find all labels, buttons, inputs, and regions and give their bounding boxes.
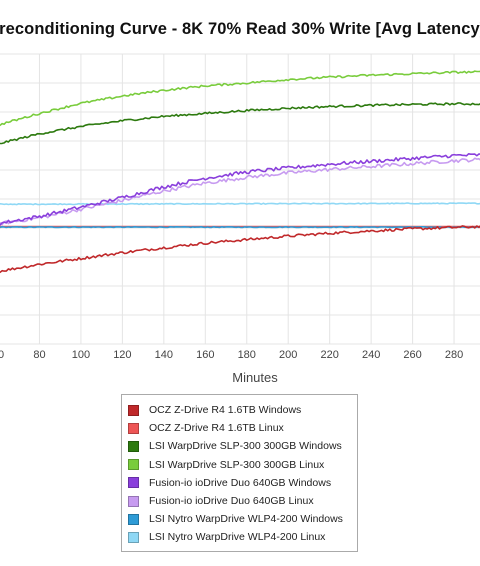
legend: OCZ Z-Drive R4 1.6TB Windows OCZ Z-Drive … bbox=[121, 394, 358, 552]
legend-swatch bbox=[128, 495, 139, 507]
x-tick-label: 80 bbox=[33, 349, 45, 361]
x-tick-label: 280 bbox=[445, 349, 463, 361]
legend-item[interactable]: LSI WarpDrive SLP-300 300GB Windows bbox=[122, 437, 357, 455]
x-tick-label: 260 bbox=[403, 349, 421, 361]
x-tick-label: 140 bbox=[155, 349, 173, 361]
x-tick-label: 180 bbox=[238, 349, 256, 361]
legend-item[interactable]: Fusion-io ioDrive Duo 640GB Linux bbox=[122, 492, 357, 510]
grid-lines bbox=[0, 53, 480, 345]
series-line bbox=[0, 70, 480, 127]
legend-item[interactable]: LSI WarpDrive SLP-300 300GB Linux bbox=[122, 456, 357, 474]
legend-swatch bbox=[128, 513, 139, 525]
legend-label: LSI Nytro WarpDrive WLP4-200 Windows bbox=[149, 513, 343, 526]
legend-swatch bbox=[128, 404, 139, 416]
series-lines bbox=[0, 70, 480, 274]
series-line bbox=[0, 102, 480, 145]
legend-label: LSI WarpDrive SLP-300 300GB Windows bbox=[149, 440, 342, 453]
x-tick-label: 240 bbox=[362, 349, 380, 361]
x-tick-label: 100 bbox=[72, 349, 90, 361]
legend-label: LSI WarpDrive SLP-300 300GB Linux bbox=[149, 458, 325, 471]
x-tick-label: 60 bbox=[0, 349, 4, 361]
legend-label: OCZ Z-Drive R4 1.6TB Linux bbox=[149, 422, 284, 435]
legend-label: OCZ Z-Drive R4 1.6TB Windows bbox=[149, 404, 302, 417]
series-line bbox=[0, 225, 480, 274]
legend-item[interactable]: Fusion-io ioDrive Duo 640GB Windows bbox=[122, 474, 357, 492]
x-tick-labels: 60 80 100 120 140 160 180 200 220 240 260 280 bbox=[0, 349, 463, 361]
series-line bbox=[0, 226, 480, 229]
x-tick-label: 200 bbox=[279, 349, 297, 361]
legend-swatch bbox=[128, 422, 139, 434]
series-line bbox=[0, 153, 480, 226]
chart-title: Preconditioning Curve - 8K 70% Read 30% … bbox=[0, 20, 480, 38]
series-line bbox=[0, 202, 480, 206]
x-tick-label: 160 bbox=[196, 349, 214, 361]
x-tick-label: 120 bbox=[113, 349, 131, 361]
legend-label: Fusion-io ioDrive Duo 640GB Linux bbox=[149, 495, 314, 508]
legend-swatch bbox=[128, 459, 139, 471]
legend-item[interactable]: LSI Nytro WarpDrive WLP4-200 Windows bbox=[122, 510, 357, 528]
x-tick-label: 220 bbox=[320, 349, 338, 361]
legend-item[interactable]: OCZ Z-Drive R4 1.6TB Linux bbox=[122, 419, 357, 437]
legend-swatch bbox=[128, 531, 139, 543]
legend-label: LSI Nytro WarpDrive WLP4-200 Linux bbox=[149, 531, 326, 544]
legend-item[interactable]: LSI Nytro WarpDrive WLP4-200 Linux bbox=[122, 528, 357, 546]
legend-item[interactable]: OCZ Z-Drive R4 1.6TB Windows bbox=[122, 401, 357, 419]
series-line bbox=[0, 157, 480, 226]
legend-swatch bbox=[128, 477, 139, 489]
x-axis-title: Minutes bbox=[232, 370, 278, 385]
legend-label: Fusion-io ioDrive Duo 640GB Windows bbox=[149, 476, 332, 489]
legend-swatch bbox=[128, 440, 139, 452]
